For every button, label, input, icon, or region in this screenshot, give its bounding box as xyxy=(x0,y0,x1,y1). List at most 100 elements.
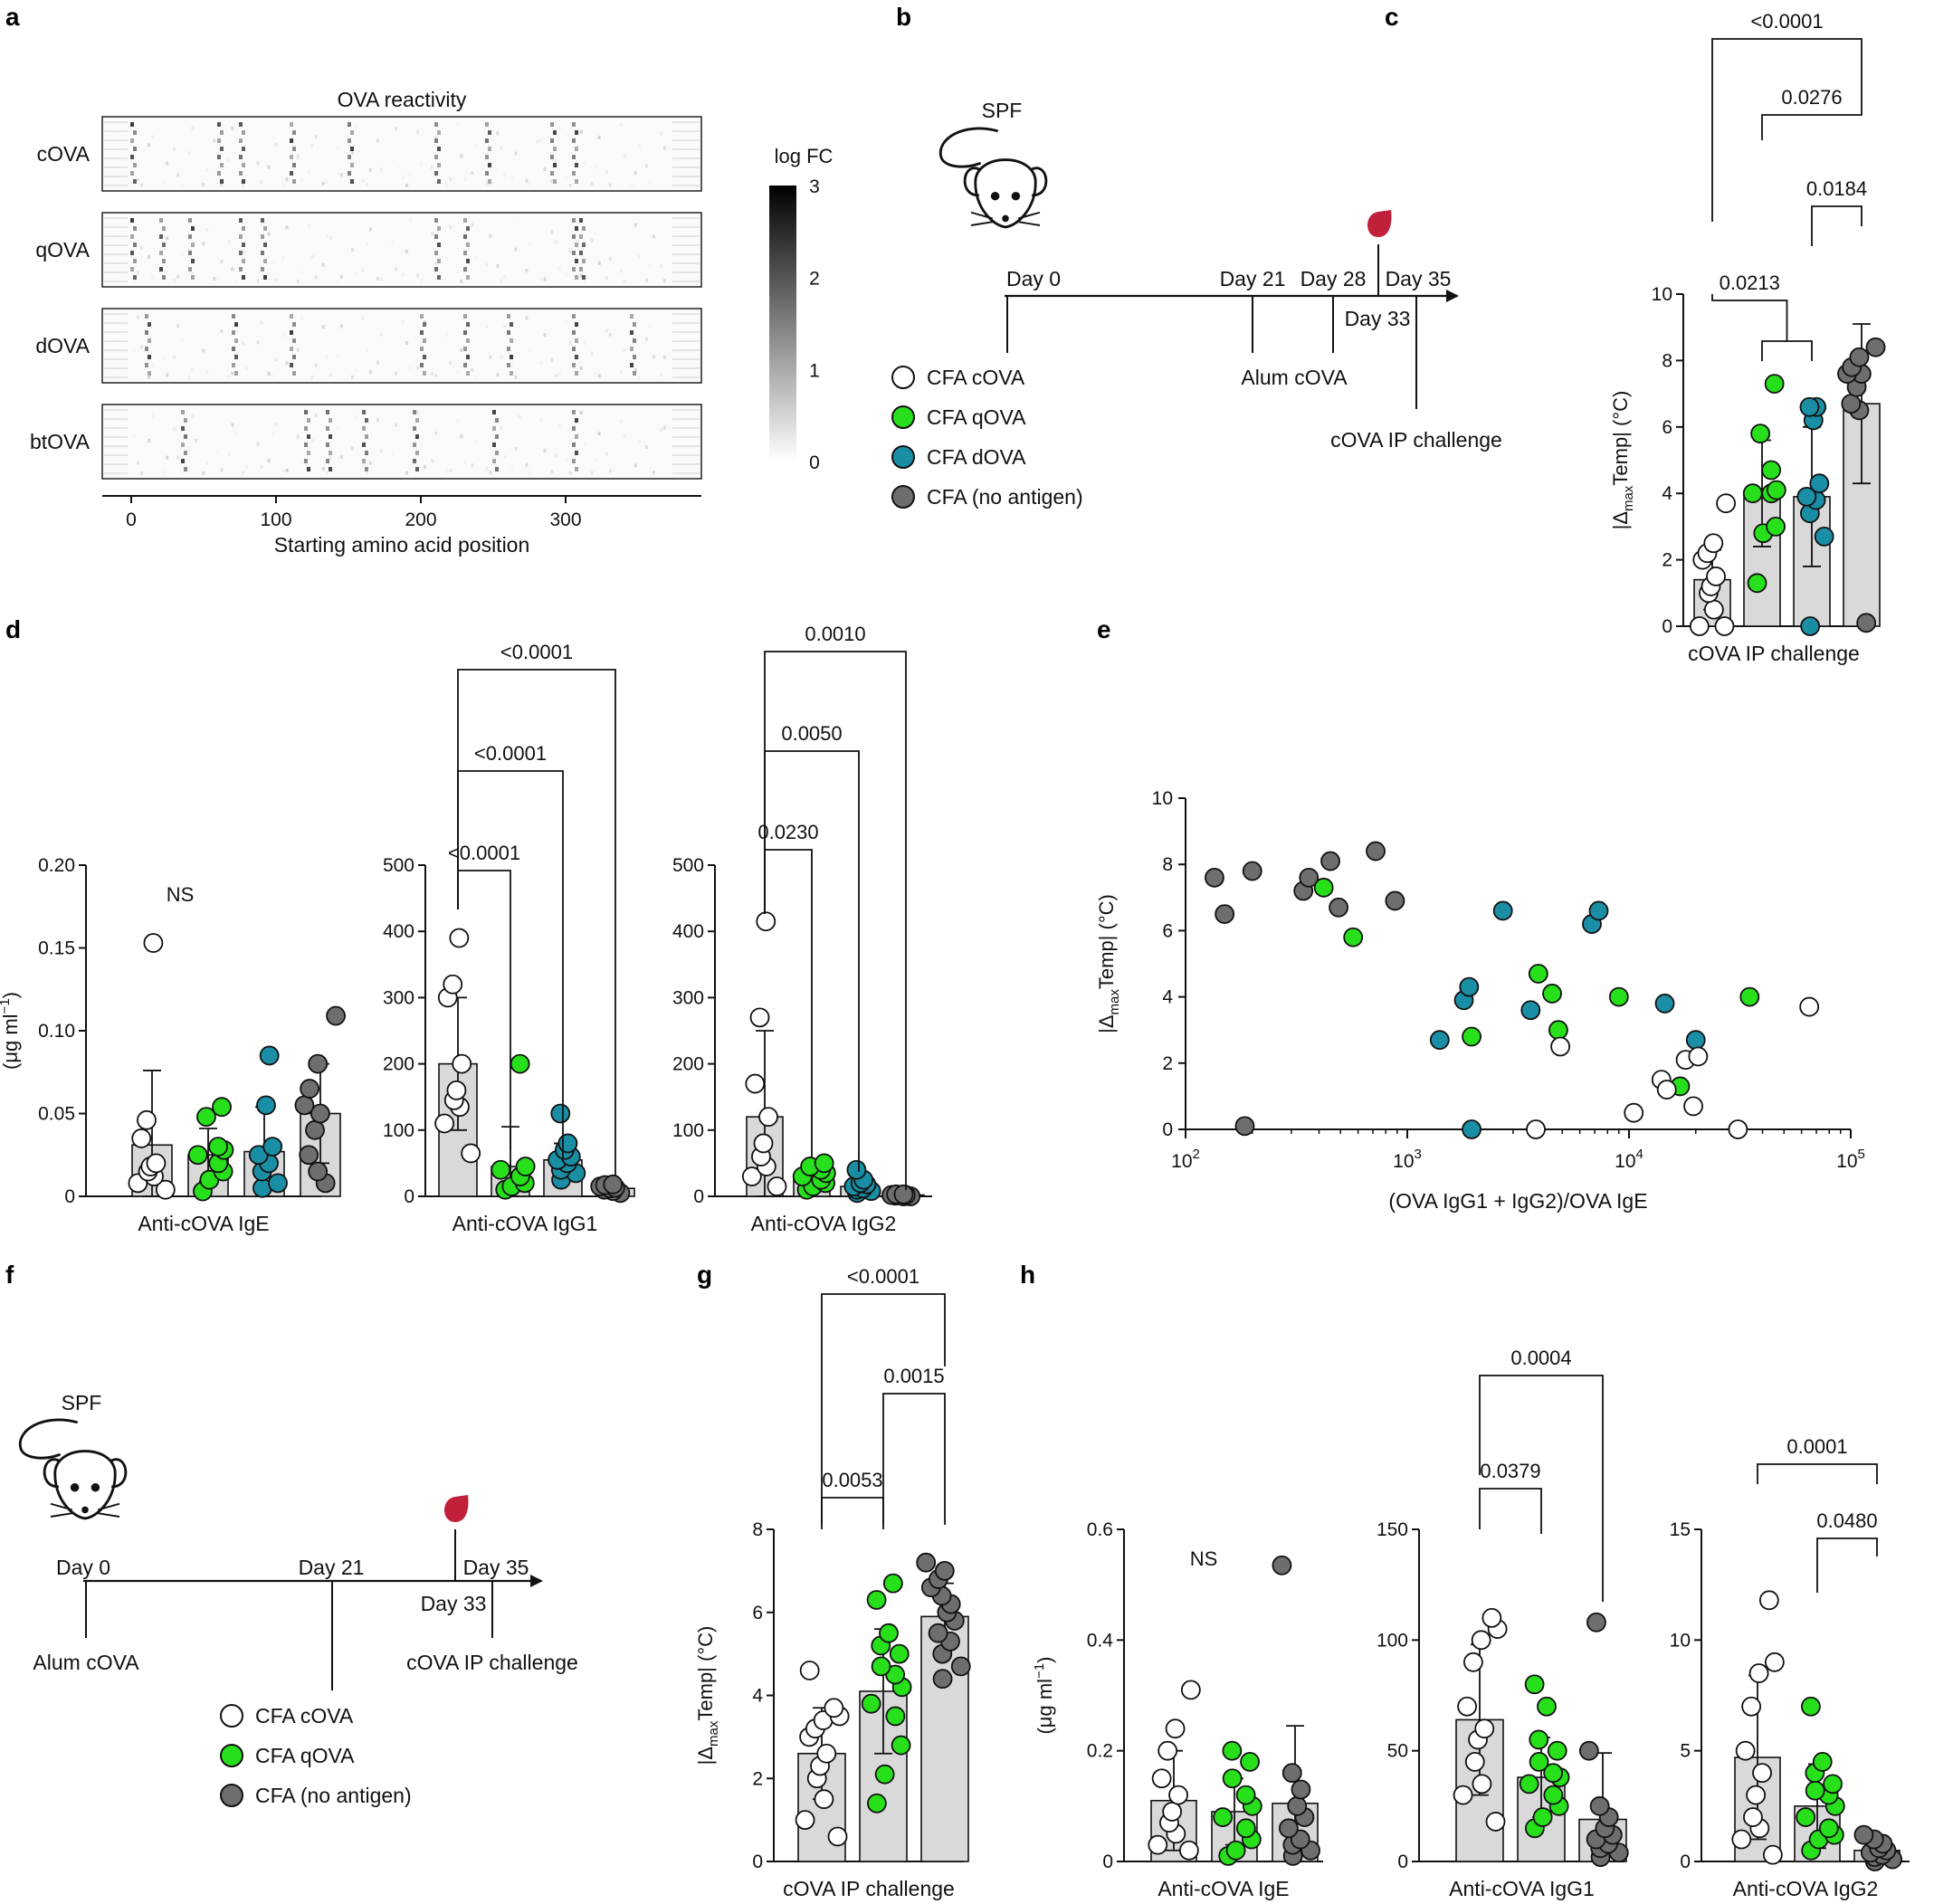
data-point xyxy=(1235,1785,1256,1805)
heatmap-cell xyxy=(416,129,420,134)
heatmap-hot-cell xyxy=(130,138,134,143)
heatmap-cell xyxy=(634,463,637,468)
heatmap-hot-cell xyxy=(133,130,137,135)
data-point xyxy=(1240,1752,1260,1772)
y-tick-label: 200 xyxy=(383,1054,414,1075)
heatmap-cell xyxy=(529,242,532,246)
heatmap-hot-cell xyxy=(463,218,467,223)
heatmap-hot-cell xyxy=(434,155,438,159)
heatmap-cell xyxy=(300,176,303,181)
comparison-bracket xyxy=(1711,294,1788,341)
y-tick-label: 5 xyxy=(1680,1741,1691,1762)
y-axis-label-main: |Δ xyxy=(1609,511,1632,530)
y-tick-label: 400 xyxy=(672,921,704,942)
heatmap-hot-cell xyxy=(413,426,416,431)
heatmap-hot-cell xyxy=(263,243,267,247)
heatmap-cell xyxy=(325,233,329,238)
heatmap-cell xyxy=(151,275,155,280)
data-point xyxy=(1287,1795,1308,1816)
data-point xyxy=(1151,1768,1172,1789)
heatmap-cell xyxy=(554,452,557,457)
heatmap-cell xyxy=(557,371,561,376)
heatmap-cell xyxy=(274,143,278,148)
data-point xyxy=(753,1133,774,1154)
heatmap-cell xyxy=(231,126,234,130)
y-tick-label: 300 xyxy=(672,987,704,1008)
mouse-eye xyxy=(990,191,1000,201)
heatmap-cell xyxy=(590,182,594,186)
heatmap-cell xyxy=(321,181,325,186)
heatmap-cell xyxy=(220,260,224,264)
legend-label: CFA cOVA xyxy=(927,366,1025,389)
heatmap-cell xyxy=(176,274,180,279)
heatmap-cell xyxy=(205,227,209,232)
y-tick-label: 8 xyxy=(1162,854,1173,875)
heatmap-cell xyxy=(471,368,474,373)
heatmap-hot-cell xyxy=(184,467,187,471)
data-point xyxy=(1586,1612,1606,1633)
heatmap-cell xyxy=(314,275,318,280)
heatmap-cell xyxy=(191,126,195,130)
heatmap-hot-cell xyxy=(582,259,586,263)
heatmap-hot-cell xyxy=(242,259,245,263)
heatmap-cell xyxy=(314,414,318,418)
y-tick-label: 6 xyxy=(1162,920,1173,941)
heatmap-cell xyxy=(637,375,641,379)
colorbar-tick-label: 3 xyxy=(809,176,820,197)
heatmap-cell xyxy=(557,267,561,271)
heatmap-hot-cell xyxy=(420,347,424,351)
heatmap-hot-cell xyxy=(133,226,137,231)
heatmap-cell xyxy=(652,355,655,359)
heatmap-hot-cell xyxy=(437,226,441,231)
heatmap-cell xyxy=(594,371,597,376)
heatmap-cell xyxy=(623,348,626,353)
heatmap-cell xyxy=(434,431,438,435)
heatmap-cell xyxy=(148,375,151,379)
data-point xyxy=(827,1826,848,1847)
heatmap-cell xyxy=(285,225,289,230)
heatmap-hot-cell xyxy=(148,322,151,327)
heatmap-hot-cell xyxy=(575,322,578,327)
heatmap-hot-cell xyxy=(575,275,578,280)
data-point xyxy=(871,1656,891,1677)
data-point xyxy=(1526,1119,1546,1139)
data-point xyxy=(1343,927,1364,947)
heatmap-hot-cell xyxy=(307,418,310,423)
heatmap-cell xyxy=(271,374,274,378)
heatmap-cell xyxy=(608,332,612,337)
heatmap-cell xyxy=(191,271,195,276)
data-point xyxy=(446,1080,467,1100)
heatmap-cell xyxy=(336,355,339,359)
heatmap-hot-cell xyxy=(550,122,554,127)
heatmap-cell xyxy=(634,367,637,372)
data-point xyxy=(1764,1652,1785,1672)
heatmap-cell xyxy=(162,355,166,359)
heatmap-cell xyxy=(151,135,155,139)
data-point xyxy=(1742,483,1763,504)
heatmap-cell xyxy=(503,274,507,279)
heatmap-cell xyxy=(500,147,503,151)
heatmap-cell xyxy=(245,366,249,370)
x-tick-label: 200 xyxy=(405,509,436,530)
panel-letter-e: e xyxy=(1097,615,1111,643)
heatmap-hot-cell xyxy=(290,122,293,127)
heatmap-hot-cell xyxy=(263,275,267,280)
heatmap-hot-cell xyxy=(239,138,243,143)
panel-letter-b: b xyxy=(896,3,911,31)
legend-label: CFA cOVA xyxy=(255,1704,354,1728)
timeline-event-label: cOVA IP challenge xyxy=(1330,428,1502,452)
heatmap-hot-cell xyxy=(434,267,438,271)
heatmap-cell xyxy=(216,277,220,281)
heatmap-hot-cell xyxy=(575,163,578,167)
heatmap-cell xyxy=(662,279,666,283)
heatmap-cell xyxy=(597,432,601,436)
heatmap-hot-cell xyxy=(413,410,416,414)
timeline-day-label: Day 35 xyxy=(463,1556,529,1579)
data-point xyxy=(1222,1740,1243,1761)
p-value-label: 0.0213 xyxy=(1720,271,1780,294)
y-tick-label: 100 xyxy=(383,1120,414,1141)
heatmap-cell xyxy=(379,332,383,337)
heatmap-hot-cell xyxy=(348,155,351,159)
